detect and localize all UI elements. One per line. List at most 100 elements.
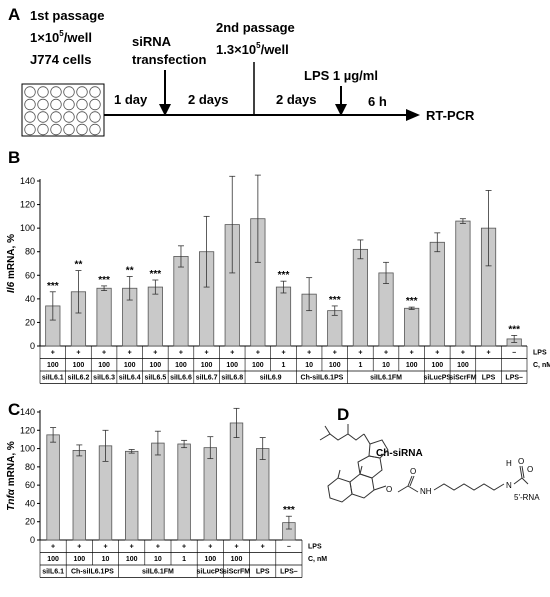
group-label: siScrFM: [223, 569, 250, 576]
panel-c-chart: C 0 20 40 60 80 100 120 140 Tnfα mRNA, % *** + + + + +…: [6, 400, 327, 578]
well-icon: [50, 123, 62, 136]
y-axis-label-gene: Il6: [6, 281, 17, 293]
bar: [125, 450, 139, 541]
well-icon: [24, 111, 36, 123]
y-tick-label: 80: [25, 462, 35, 472]
step2-line2: transfection: [132, 52, 206, 67]
significance-label: ***: [406, 296, 418, 307]
well-icon: [63, 111, 75, 123]
row-lps-cell: +: [179, 350, 183, 357]
bar: [151, 442, 165, 541]
group-label: siIL6.5: [144, 375, 166, 382]
row-c-cell: 100: [124, 362, 136, 369]
row-lps-cell: +: [103, 544, 107, 551]
step2-line1: siRNA: [132, 34, 172, 49]
row-c-cell: 100: [226, 362, 238, 369]
row-lps-cell: +: [230, 350, 234, 357]
group-label: Ch-siIL6.1PS: [71, 569, 114, 576]
row-c-cell: 100: [98, 362, 110, 369]
panel-a-letter: A: [8, 5, 20, 24]
row-lps-cell: +: [487, 350, 491, 357]
well-icon: [50, 86, 62, 98]
row-lps-cell: +: [384, 350, 388, 357]
y-tick-label: 140: [20, 407, 35, 417]
significance-label: ***: [283, 505, 295, 516]
bar: [352, 248, 368, 347]
well-icon: [89, 123, 101, 136]
row-c-cell: 100: [73, 362, 85, 369]
y-tick-label: 0: [30, 535, 35, 545]
row-lps-cell: +: [333, 350, 337, 357]
step1-line3: J774 cells: [30, 52, 91, 67]
well-icon: [89, 111, 101, 123]
row-lps-label: LPS: [533, 350, 547, 357]
step1-line1: 1st passage: [30, 8, 104, 23]
significance-label: ***: [47, 281, 59, 292]
row-lps-cell: +: [307, 350, 311, 357]
row-lps-cell: +: [102, 350, 106, 357]
atom-n: N: [506, 481, 512, 490]
row-c-cell: 100: [149, 362, 161, 369]
bar: [147, 286, 163, 347]
step3-line1: 2nd passage: [216, 20, 295, 35]
row-lps-cell: +: [358, 350, 362, 357]
row-lps-cell: +: [182, 544, 186, 551]
row-lps-cell: –: [512, 350, 516, 357]
row-c-cell: 1: [182, 556, 186, 563]
well-icon: [24, 98, 36, 111]
row-lps-cell: +: [76, 350, 80, 357]
well-icon: [76, 98, 88, 111]
ch-sirna-label: Ch-siRNA: [376, 448, 423, 459]
row-c-cell: 10: [154, 556, 162, 563]
significance-label: **: [75, 260, 83, 271]
bar: [203, 447, 217, 541]
row-lps-cell: +: [435, 350, 439, 357]
row-c-cell: 100: [201, 362, 213, 369]
bar: [177, 443, 191, 541]
bar: [327, 310, 343, 347]
row-lps-cell: +: [208, 544, 212, 551]
y-tick-label: 100: [20, 444, 35, 454]
step1-line2: 1×105/well: [30, 29, 92, 45]
panel-c-letter: C: [8, 400, 20, 419]
well-icon: [89, 86, 101, 98]
significance-label: ***: [149, 269, 161, 280]
well-icon: [37, 123, 49, 136]
timeline-arrowhead-icon: [406, 109, 420, 121]
group-label: LPS–: [280, 569, 298, 576]
significance-label: ***: [329, 295, 341, 306]
well-icon: [76, 86, 88, 98]
endpoint-label: RT-PCR: [426, 108, 475, 123]
transfection-arrow-icon: [159, 104, 171, 116]
row-lps-cell: +: [205, 350, 209, 357]
y-tick-label: 60: [25, 480, 35, 490]
group-label: siIL6.1FM: [370, 375, 402, 382]
significance-label: ***: [278, 270, 290, 281]
row-c-label: C, nM: [533, 362, 550, 369]
row-lps-cell: +: [234, 544, 238, 551]
well-icon: [24, 86, 36, 98]
group-label: siIL6.2: [68, 375, 90, 382]
y-tick-label: 40: [25, 498, 35, 508]
well-icon: [63, 98, 75, 111]
group-label: LPS: [256, 569, 270, 576]
well-icon: [24, 123, 36, 136]
bar: [455, 220, 471, 347]
panel-d-structure: D Ch-siRNA: [319, 405, 540, 503]
panel-a: A 1st passage 1×105/well J774 cells siRN…: [8, 5, 475, 137]
y-tick-label: 40: [25, 294, 35, 304]
bar: [229, 422, 244, 541]
panel-d-letter: D: [337, 405, 349, 424]
atom-o4: O: [527, 465, 533, 474]
y-tick-label: 80: [25, 247, 35, 257]
row-lps-cell: +: [51, 544, 55, 551]
atom-o2: O: [410, 467, 416, 476]
row-lps-cell: +: [256, 350, 260, 357]
row-c-cell: 1: [282, 362, 286, 369]
group-label: LPS: [482, 375, 496, 382]
interval-3: 2 days: [276, 92, 316, 107]
row-c-cell: 100: [204, 556, 216, 563]
well-icon: [50, 98, 62, 111]
group-label: Ch-siIL6.1PS: [301, 375, 344, 382]
